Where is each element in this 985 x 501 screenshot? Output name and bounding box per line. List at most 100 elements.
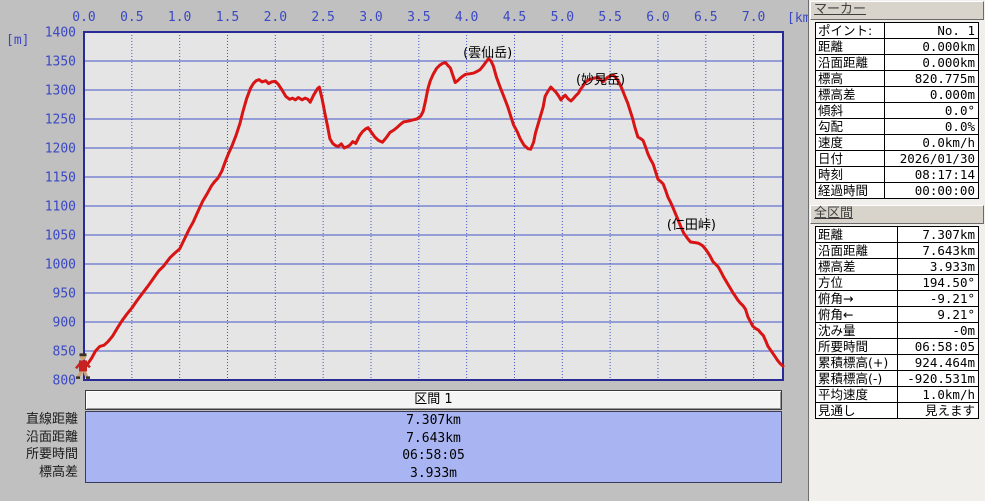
total-info-table: 距離 7.307km 沿面距離 7.643km 標高差 3.933m 方位 194.50° 俯角… [814, 226, 979, 419]
info-row-label: 平均速度 [814, 386, 899, 403]
info-row-value: 924.464m [897, 354, 979, 371]
y-tick-label: 1250 [45, 113, 76, 128]
hiker-marker-icon[interactable] [75, 353, 91, 379]
info-row: 距離 7.307km [814, 226, 979, 243]
info-row-value: -9.21° [897, 290, 979, 307]
info-row-label: 日付 [815, 150, 885, 167]
info-row-label: 見通し [814, 402, 899, 419]
info-row-value: 194.50° [897, 274, 979, 291]
info-row: 方位 194.50° [814, 274, 979, 291]
info-row-value: -0m [897, 322, 979, 339]
y-tick-label: 950 [53, 287, 76, 302]
total-group-title: 全区間 [814, 206, 854, 221]
info-row-label: 速度 [815, 134, 885, 151]
marker-group-header[interactable]: マーカー [810, 1, 984, 20]
info-row: 標高差 0.000m [815, 86, 980, 103]
section-row-label: 沿面距離 [25, 429, 78, 445]
info-row: 俯角← 9.21° [814, 306, 979, 323]
info-row: 累積標高(-) -920.531m [814, 370, 979, 387]
info-row-label: 距離 [815, 38, 885, 55]
info-row-label: 勾配 [815, 118, 885, 135]
y-unit-label: [m] [6, 33, 29, 48]
peak-label: (妙見岳) [576, 73, 625, 88]
info-row: 傾斜 0.0° [815, 102, 980, 119]
x-tick-label: 1.0 [168, 10, 191, 25]
y-tick-label: 800 [53, 374, 76, 389]
info-row: 経過時間 00:00:00 [815, 182, 980, 199]
info-row-label: 標高差 [815, 86, 885, 103]
info-row: 日付 2026/01/30 [815, 150, 980, 167]
elevation-curve[interactable] [82, 57, 785, 370]
hiker-icon-part [76, 369, 84, 379]
x-tick-label: 1.5 [216, 10, 239, 25]
hiker-icon-part [79, 353, 87, 357]
marker-group: マーカー ポイント: No. 1 距離 0.000km 沿面距離 0.000km 標高 820… [809, 1, 985, 199]
x-tick-label: 6.0 [646, 10, 669, 25]
x-tick-label: 3.0 [359, 10, 382, 25]
info-row-value: 0.000km [883, 54, 980, 71]
x-tick-label: 3.5 [407, 10, 430, 25]
info-row-label: 時刻 [815, 166, 885, 183]
section-row-value: 3.933m [410, 465, 457, 481]
info-row-value: 00:00:00 [883, 182, 980, 199]
info-row-value: 0.000km [883, 38, 980, 55]
info-row-value: 2026/01/30 [883, 150, 980, 167]
info-row: ポイント: No. 1 [815, 22, 980, 39]
info-row: 所要時間 06:58:05 [814, 338, 979, 355]
info-row-label: 経過時間 [815, 182, 885, 199]
info-row-value: -920.531m [897, 370, 979, 387]
y-tick-label: 1200 [45, 142, 76, 157]
info-row: 勾配 0.0% [815, 118, 980, 135]
info-row: 平均速度 1.0km/h [814, 386, 979, 403]
info-row-value: 06:58:05 [897, 338, 979, 355]
section-row-values: 7.307km 7.643km 06:58:05 3.933m [85, 411, 782, 483]
hiker-icon-part [79, 360, 87, 372]
info-row-label: 俯角→ [814, 290, 899, 307]
info-sidebar: マーカー ポイント: No. 1 距離 0.000km 沿面距離 0.000km 標高 820… [808, 0, 985, 501]
section-title: 区間 1 [414, 392, 453, 407]
peak-label: (仁田峠) [667, 218, 716, 233]
x-tick-label: 7.0 [742, 10, 765, 25]
info-row-value: 0.0° [883, 102, 980, 119]
hiker-icon-part [75, 362, 81, 370]
info-row-value: 08:17:14 [883, 166, 980, 183]
info-row-label: 傾斜 [815, 102, 885, 119]
info-row-label: 沈み量 [814, 322, 899, 339]
x-unit-label: [km] [787, 11, 808, 26]
info-row-value: No. 1 [883, 22, 980, 39]
info-row-label: 沿面距離 [814, 242, 899, 259]
info-row: 標高差 3.933m [814, 258, 979, 275]
x-tick-label: 5.0 [551, 10, 574, 25]
hiker-icon-part [82, 369, 89, 378]
x-tick-label: 4.0 [455, 10, 478, 25]
info-row-value: 3.933m [897, 258, 979, 275]
info-row-label: 所要時間 [814, 338, 899, 355]
peak-label: (雲仙岳) [463, 46, 512, 61]
y-tick-label: 1050 [45, 229, 76, 244]
total-group-header[interactable]: 全区間 [810, 205, 984, 224]
x-tick-label: 4.5 [503, 10, 526, 25]
section-title-bar: 区間 1 [85, 390, 782, 410]
total-group: 全区間 距離 7.307km 沿面距離 7.643km 標高差 3.933m 方位 194.5… [809, 205, 985, 419]
y-tick-label: 1350 [45, 55, 76, 70]
info-row: 沿面距離 0.000km [815, 54, 980, 71]
info-row: 速度 0.0km/h [815, 134, 980, 151]
y-tick-label: 1000 [45, 258, 76, 273]
section-row-label: 所要時間 [25, 447, 78, 462]
x-tick-label: 0.0 [72, 10, 95, 25]
info-row: 沿面距離 7.643km [814, 242, 979, 259]
y-tick-label: 1400 [45, 26, 76, 41]
info-row-label: 累積標高(+) [814, 354, 899, 371]
section-row-label: 標高差 [38, 464, 78, 480]
info-row: 距離 0.000km [815, 38, 980, 55]
section-row-value: 7.307km [406, 413, 461, 428]
marker-group-title: マーカー [814, 2, 867, 17]
info-row: 時刻 08:17:14 [815, 166, 980, 183]
y-tick-label: 850 [53, 345, 76, 360]
section-row-value: 7.643km [406, 430, 461, 446]
info-row: 標高 820.775m [815, 70, 980, 87]
elevation-profile-chart[interactable]: 0.0 0.5 1.0 1.5 2.0 2.5 3.0 3.5 4.0 4.5 5.0 5.5 6.0 6… [0, 0, 808, 388]
info-row-value: 0.0% [883, 118, 980, 135]
info-row-label: 方位 [814, 274, 899, 291]
x-tick-label: 2.0 [264, 10, 287, 25]
